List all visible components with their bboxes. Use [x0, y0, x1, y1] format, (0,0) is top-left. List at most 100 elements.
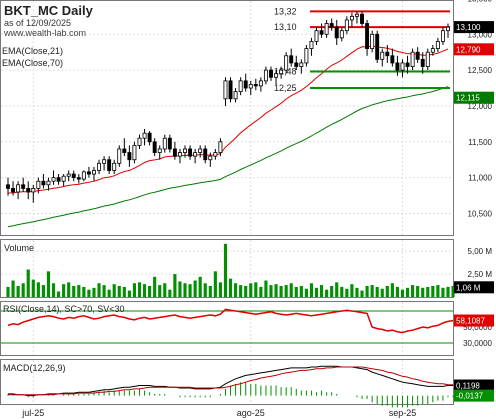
volume-bar: [294, 286, 298, 297]
volume-bar: [309, 283, 314, 297]
volume-bar: [314, 287, 319, 297]
volume-bar: [335, 282, 339, 297]
candle-body: [157, 148, 162, 153]
volume-bar: [319, 285, 324, 297]
volume-bars: [6, 243, 455, 297]
candle-body: [395, 62, 400, 71]
volume-bar: [153, 276, 157, 297]
candle-body: [309, 41, 314, 50]
volume-bar: [385, 286, 389, 297]
volume-bar: [67, 282, 71, 297]
volume-bar: [122, 286, 126, 297]
volume-bar: [82, 286, 86, 297]
ema70-legend: EMA(Close,70): [2, 58, 63, 68]
candle-body: [112, 162, 117, 171]
volume-bar: [284, 285, 288, 297]
candle-body: [294, 62, 299, 67]
volume-bar: [208, 286, 212, 297]
candle-body: [46, 180, 51, 186]
candle-body: [314, 30, 319, 42]
candle-body: [142, 132, 147, 139]
candle-body: [279, 69, 284, 75]
ema21-tag: 12,790: [456, 45, 481, 54]
volume-bar: [193, 280, 197, 297]
candle-body: [21, 184, 26, 189]
volume-bar: [355, 287, 359, 297]
candle-body: [208, 155, 213, 161]
volume-tick-label: 2,50 M: [468, 270, 493, 279]
volume-bar: [325, 289, 329, 297]
volume-bar: [299, 286, 303, 297]
candle-body: [233, 91, 238, 100]
volume-bar: [21, 283, 25, 297]
candle-body: [274, 73, 279, 78]
volume-bar: [127, 290, 131, 297]
macd-hist-tag: -0,0137: [456, 392, 484, 401]
level-label: 12,25: [274, 83, 297, 93]
x-tick-label: jul-25: [21, 408, 44, 418]
candle-body: [238, 80, 243, 93]
volume-bar: [87, 289, 91, 297]
candle-body: [152, 141, 157, 153]
volume-bar: [188, 284, 192, 297]
candle-body: [6, 184, 10, 189]
volume-bar: [51, 283, 56, 297]
volume-bar: [411, 285, 415, 297]
volume-bar: [168, 289, 172, 297]
volume-bar: [289, 283, 293, 297]
candle-body: [11, 187, 16, 193]
volume-tick-label: 5,00 M: [468, 247, 493, 256]
candle-body: [66, 173, 71, 177]
volume-bar: [436, 285, 440, 297]
macd-line: [8, 365, 454, 397]
candle-body: [132, 144, 137, 161]
candle-body: [172, 148, 177, 157]
candle-body: [344, 19, 349, 32]
macd-panel: [0, 359, 454, 405]
ema21-line: [7, 45, 449, 194]
volume-last-tag-bg: [454, 281, 494, 294]
volume-bar: [213, 271, 217, 297]
volume-bar: [451, 286, 455, 297]
volume-bar: [46, 271, 51, 297]
candle-body: [92, 170, 96, 175]
candle-body: [284, 55, 289, 71]
ema21-path: [7, 45, 449, 194]
volume-bar: [380, 288, 384, 297]
volume-bar: [31, 279, 35, 297]
candle-body: [339, 30, 344, 39]
volume-bar: [360, 290, 364, 297]
rsi-tick-label: 50,0000: [463, 323, 492, 332]
candle-body: [51, 177, 56, 182]
candle-body: [329, 23, 334, 28]
volume-bar: [117, 286, 121, 297]
candlesticks: [6, 11, 450, 203]
volume-bar: [148, 286, 152, 297]
rsi-last-tag-bg: [454, 314, 494, 327]
volume-bar: [395, 286, 399, 297]
last-close-tag-bg: [454, 21, 494, 34]
candle-body: [365, 23, 370, 50]
volume-bar: [421, 287, 425, 297]
volume-bar: [16, 286, 20, 297]
price-tick-label: 12,500: [468, 66, 493, 75]
volume-bar: [405, 287, 410, 297]
candle-body: [127, 152, 132, 161]
ema70-tag: 12,115: [456, 94, 480, 103]
candle-body: [61, 175, 66, 182]
volume-bar: [365, 286, 369, 297]
volume-bar: [102, 285, 106, 297]
volume-bar: [26, 269, 30, 297]
volume-bar: [244, 286, 248, 297]
volume-bar: [163, 283, 167, 297]
volume-bar: [259, 286, 263, 297]
volume-bar: [142, 284, 147, 297]
volume-bar: [92, 287, 96, 297]
volume-bar: [107, 289, 111, 297]
rsi-last-tag: 58,1087: [456, 317, 485, 326]
candle-body: [71, 173, 76, 179]
price-tick-label: 11,000: [468, 174, 492, 183]
volume-bar: [350, 284, 354, 297]
rsi-tick-label: 30,0000: [463, 339, 492, 348]
